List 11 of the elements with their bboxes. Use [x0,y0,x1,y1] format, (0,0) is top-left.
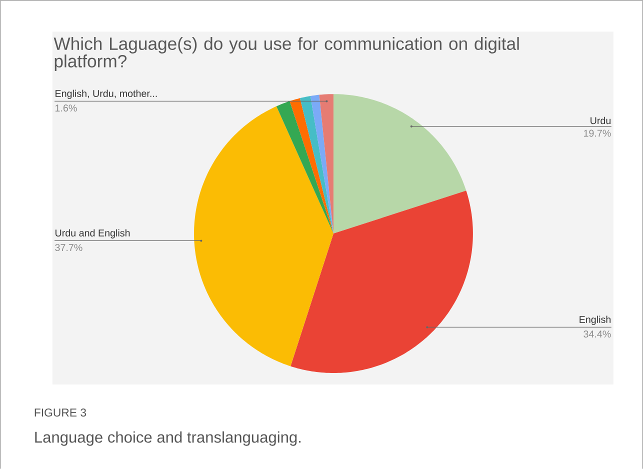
slice-label: English [580,316,611,325]
data-label: 1.6% [55,104,77,112]
slice-label: English, Urdu, mother... [56,90,157,99]
text: Language choice and translanguaging. [35,431,301,446]
slice-label: Urdu [590,116,611,124]
chart-title: Which Laguage(s) do you use for communication on digital platform? [54,36,519,71]
data-label: 19.7% [584,130,611,137]
data-label: 37.7% [55,244,82,251]
caption: FIGURE 3 [34,408,86,417]
data-label: 34.4% [584,330,611,338]
slice-label: Urdu and English [56,229,130,238]
